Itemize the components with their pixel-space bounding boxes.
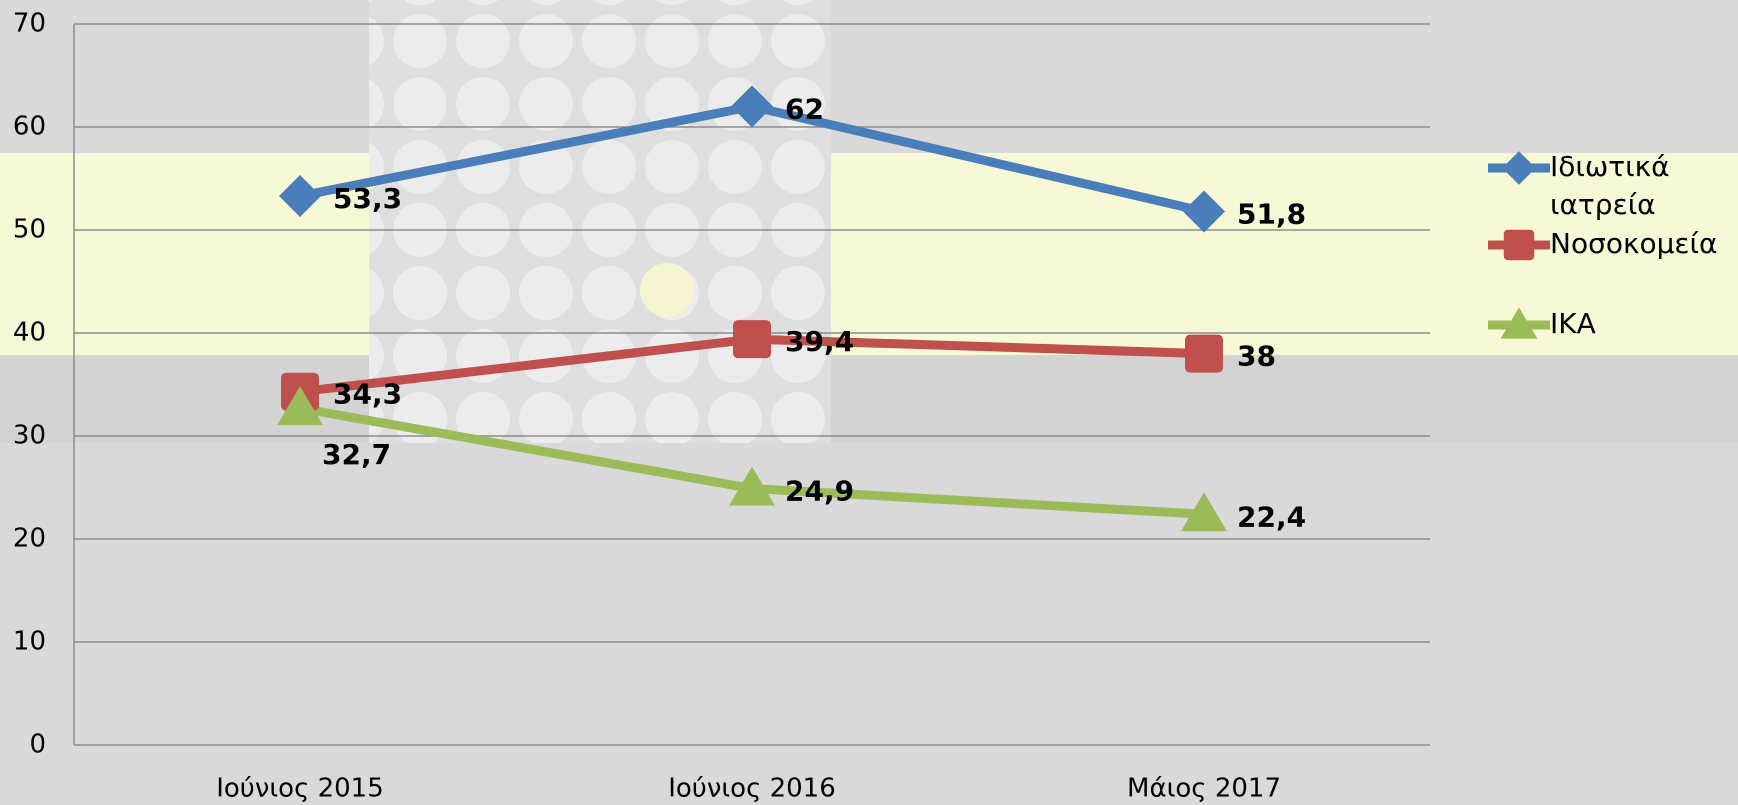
y-tick-label: 0: [29, 730, 46, 760]
data-label: 32,7: [322, 438, 391, 471]
data-label: 22,4: [1237, 500, 1306, 533]
marker: [1500, 307, 1538, 339]
legend-item: Νοσοκομεία: [1488, 225, 1738, 285]
legend-label: ΙΚΑ: [1550, 307, 1596, 340]
background-decoration: [369, 0, 831, 443]
marker: [1181, 492, 1227, 532]
marker: [729, 466, 775, 506]
legend-icon: [1488, 229, 1550, 261]
legend-item: ΙΚΑ: [1488, 305, 1738, 365]
background-band: [0, 153, 1738, 355]
legend-label: Ιδιωτικά ιατρεία: [1550, 150, 1670, 221]
y-tick-label: 40: [13, 318, 46, 348]
data-label: 62: [785, 92, 824, 125]
y-tick-label: 60: [13, 112, 46, 142]
y-tick-label: 50: [13, 215, 46, 245]
labels: 0 10 20 30 40 50 60 70 Ιούνιος 2015 Ιούνιος 2016 Μ…: [13, 9, 1306, 804]
data-label: 38: [1237, 340, 1276, 373]
marker: [733, 320, 771, 359]
legend-icon: [1488, 307, 1550, 339]
marker: [1183, 190, 1225, 233]
data-label: 53,3: [333, 182, 402, 215]
series-lines: [277, 85, 1227, 532]
marker: [1185, 334, 1223, 373]
y-tick-label: 70: [13, 9, 46, 39]
legend-label: Νοσοκομεία: [1550, 227, 1718, 260]
legend-icon: [1488, 151, 1550, 185]
marker: [279, 175, 321, 218]
background-band: [0, 355, 1738, 443]
data-label: 51,8: [1237, 197, 1306, 230]
data-label: 24,9: [785, 475, 854, 508]
marker: [731, 85, 773, 128]
y-tick-label: 20: [13, 524, 46, 554]
x-tick-label: Μάιος 2017: [1127, 774, 1281, 804]
x-tick-label: Ιούνιος 2016: [668, 774, 836, 804]
legend-item: Ιδιωτικά ιατρεία: [1488, 148, 1738, 221]
marker: [1502, 151, 1536, 185]
background-decoration: [640, 263, 694, 317]
y-tick-label: 30: [13, 421, 46, 451]
y-tick-label: 10: [13, 627, 46, 657]
x-tick-label: Ιούνιος 2015: [216, 774, 384, 804]
marker: [1503, 229, 1535, 261]
data-label: 34,3: [333, 378, 402, 411]
data-label: 39,4: [785, 325, 854, 358]
marker: [277, 386, 323, 426]
